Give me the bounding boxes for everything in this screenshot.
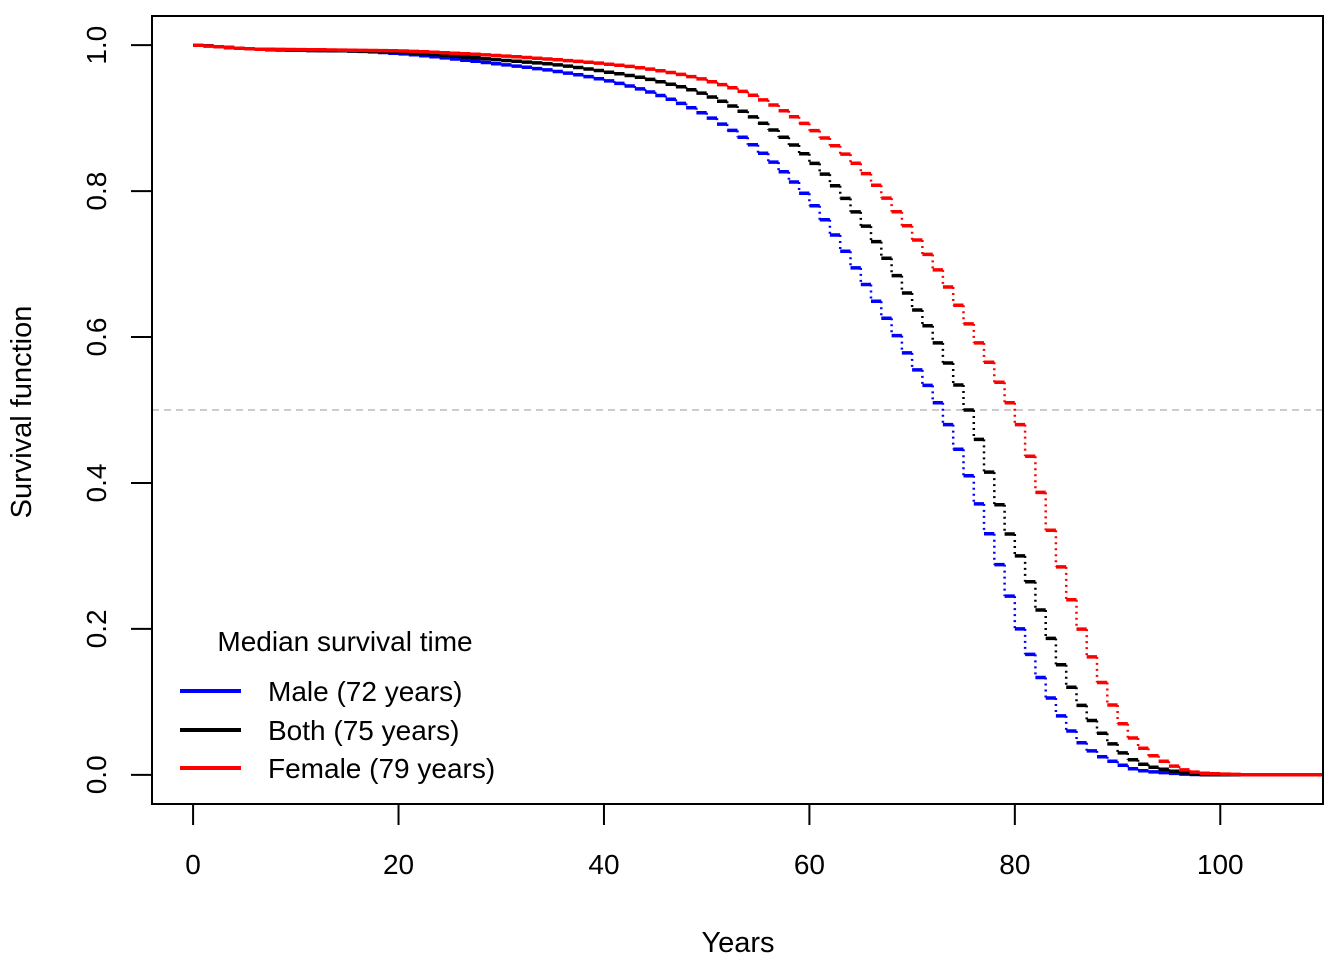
x-tick-label: 100 bbox=[1197, 849, 1244, 880]
y-tick-label: 0.0 bbox=[81, 755, 112, 794]
legend-label-female: Female (79 years) bbox=[268, 753, 495, 784]
legend-label-both: Both (75 years) bbox=[268, 715, 459, 746]
axis-layer: 0 20 40 60 80 100 0.0 0.2 0.4 0.6 0.8 1.0 bbox=[81, 26, 1244, 880]
y-tick-label: 0.6 bbox=[81, 318, 112, 357]
y-tick-label: 1.0 bbox=[81, 26, 112, 65]
x-tick-label: 0 bbox=[185, 849, 201, 880]
x-tick-label: 60 bbox=[794, 849, 825, 880]
x-tick-label: 40 bbox=[588, 849, 619, 880]
y-tick-label: 0.4 bbox=[81, 464, 112, 503]
series-layer bbox=[193, 43, 1323, 777]
series-step-line bbox=[193, 43, 1323, 777]
x-tick-label: 20 bbox=[383, 849, 414, 880]
y-axis-title: Survival function bbox=[6, 306, 38, 519]
x-tick-label: 80 bbox=[999, 849, 1030, 880]
x-axis-title: Years bbox=[701, 927, 774, 959]
y-tick-label: 0.8 bbox=[81, 172, 112, 211]
series-3 bbox=[193, 43, 1323, 777]
legend-title: Median survival time bbox=[217, 626, 472, 657]
legend: Median survival time Male (72 years) Bot… bbox=[180, 626, 495, 784]
legend-label-male: Male (72 years) bbox=[268, 676, 463, 707]
y-tick-label: 0.2 bbox=[81, 609, 112, 648]
